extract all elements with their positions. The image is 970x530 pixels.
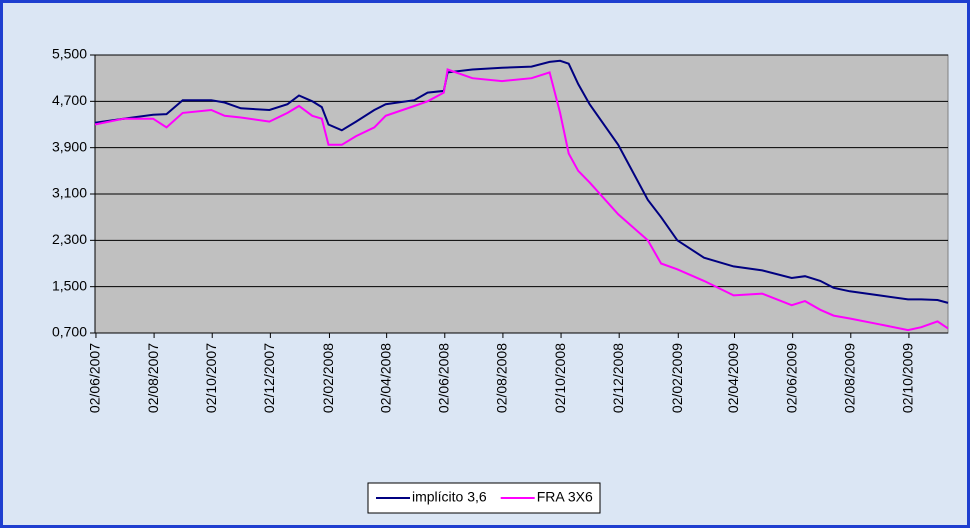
x-tick-label: 02/02/2008 bbox=[320, 343, 336, 413]
series-line bbox=[94, 59, 949, 304]
x-tick-label: 02/06/2008 bbox=[435, 343, 451, 413]
x-tick-label: 02/08/2009 bbox=[841, 343, 857, 413]
y-tick-label: 3,900 bbox=[52, 138, 87, 154]
y-tick-label: 5,500 bbox=[52, 46, 87, 62]
y-tick-label: 1,500 bbox=[52, 277, 87, 293]
x-tick-label: 02/10/2007 bbox=[203, 343, 219, 413]
x-tick-label: 02/08/2007 bbox=[145, 343, 161, 413]
x-tick-label: 02/10/2009 bbox=[900, 343, 916, 413]
series-line bbox=[94, 68, 949, 332]
legend-label: implícito 3,6 bbox=[412, 489, 487, 505]
x-tick-label: 02/12/2007 bbox=[261, 343, 277, 413]
x-tick-label: 02/10/2008 bbox=[552, 343, 568, 413]
x-tick-label: 02/12/2008 bbox=[610, 343, 626, 413]
x-tick-label: 02/02/2009 bbox=[669, 343, 685, 413]
x-tick-label: 02/04/2008 bbox=[377, 343, 393, 413]
x-tick-label: 02/06/2007 bbox=[87, 343, 103, 413]
y-tick-label: 0,700 bbox=[52, 324, 87, 340]
x-tick-label: 02/08/2008 bbox=[494, 343, 510, 413]
x-tick-label: 02/06/2009 bbox=[783, 343, 799, 413]
chart: 0,700 1,500 2,300 3,100 3,900 4,700 5,500 02/06… bbox=[52, 46, 949, 514]
y-tick-label: 4,700 bbox=[52, 92, 87, 108]
x-tick-label: 02/04/2009 bbox=[725, 343, 741, 413]
legend-label: FRA 3X6 bbox=[537, 489, 593, 505]
y-tick-label: 3,100 bbox=[52, 185, 87, 201]
y-tick-label: 2,300 bbox=[52, 231, 87, 247]
